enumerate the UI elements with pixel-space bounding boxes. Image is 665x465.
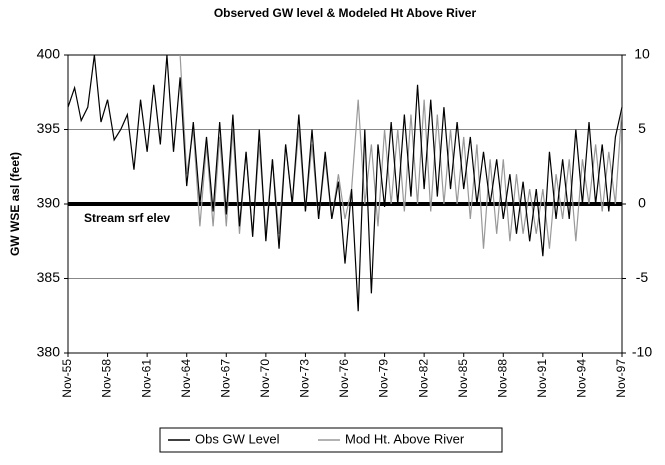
y2-tick-label: 10 bbox=[634, 46, 650, 62]
y-tick-label: 385 bbox=[37, 269, 61, 285]
x-tick-label: Nov-94 bbox=[575, 359, 589, 398]
x-tick-label: Nov-97 bbox=[614, 359, 628, 398]
y-tick-label: 390 bbox=[37, 195, 61, 211]
series-line bbox=[67, 54, 623, 312]
x-tick-label: Nov-61 bbox=[139, 359, 153, 398]
y2-tick-label: -10 bbox=[632, 344, 652, 360]
x-tick-label: Nov-70 bbox=[258, 359, 272, 398]
x-tick-label: Nov-73 bbox=[298, 359, 312, 398]
x-tick-label: Nov-55 bbox=[60, 359, 74, 398]
x-tick-label: Nov-79 bbox=[377, 359, 391, 398]
x-tick-label: Nov-82 bbox=[416, 359, 430, 398]
x-tick-label: Nov-64 bbox=[179, 359, 193, 398]
x-tick-label: Nov-76 bbox=[337, 359, 351, 398]
x-tick-label: Nov-58 bbox=[100, 359, 114, 398]
chart-title: Observed GW level & Modeled Ht Above Riv… bbox=[214, 6, 477, 20]
legend-label: Obs GW Level bbox=[195, 431, 280, 446]
x-tick-label: Nov-67 bbox=[218, 359, 232, 398]
y-tick-label: 400 bbox=[37, 46, 61, 62]
y2-tick-label: -5 bbox=[636, 269, 649, 285]
x-tick-label: Nov-91 bbox=[535, 359, 549, 398]
y2-tick-label: 0 bbox=[638, 195, 646, 211]
x-tick-label: Nov-85 bbox=[456, 359, 470, 398]
x-tick-label: Nov-88 bbox=[495, 359, 509, 398]
y2-tick-label: 5 bbox=[638, 120, 646, 136]
reference-label: Stream srf elev bbox=[84, 211, 170, 225]
y-tick-label: 395 bbox=[37, 120, 61, 136]
y-tick-label: 380 bbox=[37, 344, 61, 360]
legend-label: Mod Ht. Above River bbox=[345, 431, 465, 446]
y-axis-label: GW WSE asl (feet) bbox=[8, 152, 22, 256]
